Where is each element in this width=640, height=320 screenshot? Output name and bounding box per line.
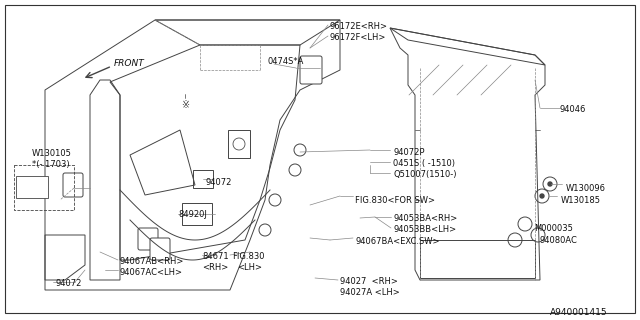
Text: 94053BA<RH>: 94053BA<RH>: [393, 214, 457, 223]
Text: 0474S*A: 0474S*A: [268, 57, 305, 66]
Text: <RH>: <RH>: [202, 263, 228, 272]
Text: *(- 1703): *(- 1703): [32, 160, 70, 169]
Text: 84920J: 84920J: [178, 210, 207, 219]
Text: M000035: M000035: [534, 224, 573, 233]
Text: W130105: W130105: [32, 149, 72, 158]
Bar: [14, 165, 74, 210]
FancyBboxPatch shape: [300, 56, 322, 84]
Text: ※: ※: [181, 100, 189, 110]
Text: FRONT: FRONT: [114, 59, 145, 68]
Text: Q51007(1510-): Q51007(1510-): [393, 170, 456, 179]
Text: A940001415: A940001415: [550, 308, 607, 317]
Text: W130096: W130096: [566, 184, 606, 193]
Bar: [182, 203, 212, 225]
Text: FIG.830: FIG.830: [232, 252, 264, 261]
Text: 94053BB<LH>: 94053BB<LH>: [393, 225, 456, 234]
Circle shape: [548, 182, 552, 186]
Text: 94072P: 94072P: [393, 148, 424, 157]
Text: 94072: 94072: [205, 178, 232, 187]
Text: 94046: 94046: [560, 105, 586, 114]
Text: 94027A <LH>: 94027A <LH>: [340, 288, 400, 297]
Text: 94027  <RH>: 94027 <RH>: [340, 277, 398, 286]
Text: 94067AB<RH>: 94067AB<RH>: [120, 257, 184, 266]
Text: 94067AC<LH>: 94067AC<LH>: [120, 268, 183, 277]
Bar: [228, 130, 250, 158]
FancyBboxPatch shape: [63, 173, 83, 197]
Text: FIG.830<FOR SW>: FIG.830<FOR SW>: [355, 196, 435, 205]
FancyBboxPatch shape: [138, 228, 158, 250]
Bar: [16, 176, 48, 198]
Text: 94080AC: 94080AC: [540, 236, 578, 245]
Circle shape: [540, 194, 544, 198]
Text: 96172F<LH>: 96172F<LH>: [330, 33, 387, 42]
Text: 96172E<RH>: 96172E<RH>: [330, 22, 388, 31]
Text: 94072: 94072: [55, 279, 81, 288]
Bar: [420, 240, 535, 278]
Bar: [193, 170, 213, 188]
Text: 94067BA<EXC.SW>: 94067BA<EXC.SW>: [355, 237, 440, 246]
Text: 0451S ( -1510): 0451S ( -1510): [393, 159, 455, 168]
Text: <LH>: <LH>: [237, 263, 262, 272]
Text: 84671: 84671: [202, 252, 228, 261]
Text: W130185: W130185: [561, 196, 601, 205]
FancyBboxPatch shape: [150, 238, 170, 260]
